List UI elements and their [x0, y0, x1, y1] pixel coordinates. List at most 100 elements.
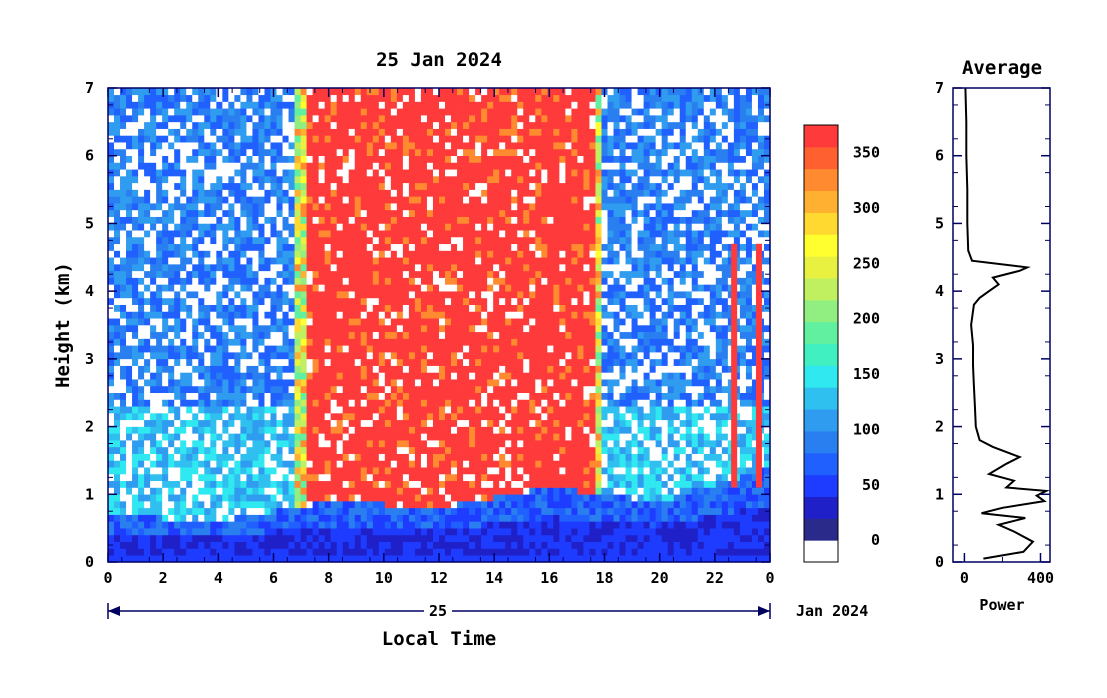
heatmap-cell: [396, 304, 404, 312]
heatmap-cell: [414, 291, 422, 299]
heatmap-cell: [445, 108, 452, 116]
heatmap-cell: [402, 318, 410, 326]
heatmap-cell: [240, 426, 247, 434]
heatmap-cell: [156, 345, 163, 353]
heatmap-cell: [469, 236, 476, 245]
heatmap-cell: [505, 446, 512, 454]
heatmap-cell: [493, 419, 500, 427]
heatmap-cell: [222, 291, 229, 299]
heatmap-cell: [396, 196, 404, 204]
heatmap-cell: [120, 507, 127, 515]
heatmap-cell: [264, 101, 271, 109]
heatmap-cell: [432, 453, 440, 461]
heatmap-cell: [120, 101, 127, 109]
heatmap-cell: [336, 182, 344, 190]
heatmap-cell: [240, 209, 247, 217]
heatmap-cell: [451, 182, 458, 190]
heatmap-cell: [264, 555, 271, 563]
heatmap-cell: [192, 142, 199, 150]
heatmap-cell: [156, 419, 163, 427]
heatmap-cell: [264, 155, 271, 163]
heatmap-cell: [240, 169, 247, 177]
heatmap-cell: [390, 209, 398, 217]
heatmap-cell: [517, 250, 524, 258]
heatmap-cell: [300, 121, 307, 129]
heatmap-cell: [300, 325, 307, 333]
heatmap-cell: [264, 541, 271, 549]
heatmap-cell: [336, 460, 344, 468]
heatmap-cell: [414, 270, 422, 278]
heatmap-cell: [258, 270, 265, 278]
heatmap-cell: [354, 501, 362, 509]
heatmap-cell: [252, 555, 259, 563]
heatmap-cell: [204, 487, 211, 495]
heatmap-cell: [523, 379, 530, 387]
heatmap-cell: [198, 142, 205, 150]
heatmap-cell: [511, 460, 518, 468]
heatmap-cell: [312, 501, 319, 509]
heatmap-cell: [264, 135, 271, 143]
heatmap-cell: [475, 169, 482, 177]
heatmap-cell: [144, 372, 151, 380]
heatmap-cell: [222, 216, 229, 224]
heatmap-cell: [246, 433, 253, 441]
heatmap-cell: [372, 230, 380, 238]
heatmap-cell: [138, 406, 145, 414]
heatmap-cell: [354, 257, 362, 265]
heatmap-cell: [186, 155, 193, 163]
heatmap-cell: [426, 209, 434, 217]
heatmap-cell: [270, 297, 277, 305]
heatmap-cell: [499, 155, 506, 163]
heatmap-cell: [204, 189, 211, 197]
heatmap-cell: [186, 291, 193, 299]
heatmap-cell: [222, 352, 229, 360]
heatmap-cell: [294, 318, 301, 326]
heatmap-cell: [288, 94, 295, 102]
heatmap-cell: [132, 372, 139, 380]
heatmap-cell: [300, 257, 307, 265]
heatmap-cell: [360, 514, 368, 522]
heatmap-cell: [114, 196, 121, 204]
heatmap-cell: [439, 318, 446, 326]
heatmap-cell: [457, 555, 464, 563]
heatmap-cell: [372, 521, 380, 529]
heatmap-cell: [330, 379, 337, 387]
heatmap-cell: [294, 148, 301, 157]
heatmap-cell: [354, 94, 362, 102]
heatmap-cell: [240, 94, 247, 102]
heatmap-cell: [342, 311, 350, 319]
heatmap-cell: [162, 230, 169, 238]
heatmap-cell: [511, 426, 518, 434]
heatmap-cell: [529, 223, 536, 231]
heatmap-cell: [276, 182, 283, 190]
heatmap-cell: [174, 142, 181, 150]
heatmap-cell: [300, 507, 307, 515]
heatmap-cell: [264, 243, 271, 251]
heatmap-cell: [162, 446, 169, 454]
heatmap-cell: [300, 372, 307, 380]
heatmap-cell: [414, 277, 422, 285]
heatmap-cell: [252, 182, 259, 190]
heatmap-cell: [180, 507, 187, 515]
heatmap-cell: [372, 155, 380, 163]
heatmap-cell: [306, 446, 313, 454]
heatmap-cell: [336, 135, 344, 143]
heatmap-cell: [186, 514, 193, 522]
heatmap-cell: [457, 291, 464, 299]
heatmap-cell: [366, 426, 374, 434]
heatmap-cell: [240, 331, 247, 339]
heatmap-cell: [294, 426, 301, 434]
heatmap-cell: [264, 284, 271, 292]
heatmap-cell: [246, 555, 253, 563]
heatmap-cell: [475, 223, 482, 231]
heatmap-cell: [228, 365, 235, 373]
heatmap-cell: [228, 413, 235, 421]
heatmap-cell: [318, 121, 325, 129]
heatmap-cell: [366, 487, 374, 495]
heatmap-cell: [439, 311, 446, 319]
heatmap-cell: [282, 250, 289, 258]
heatmap-cell: [499, 108, 506, 116]
heatmap-cell: [378, 534, 386, 542]
heatmap-cell: [378, 182, 386, 190]
heatmap-cell: [294, 460, 301, 468]
